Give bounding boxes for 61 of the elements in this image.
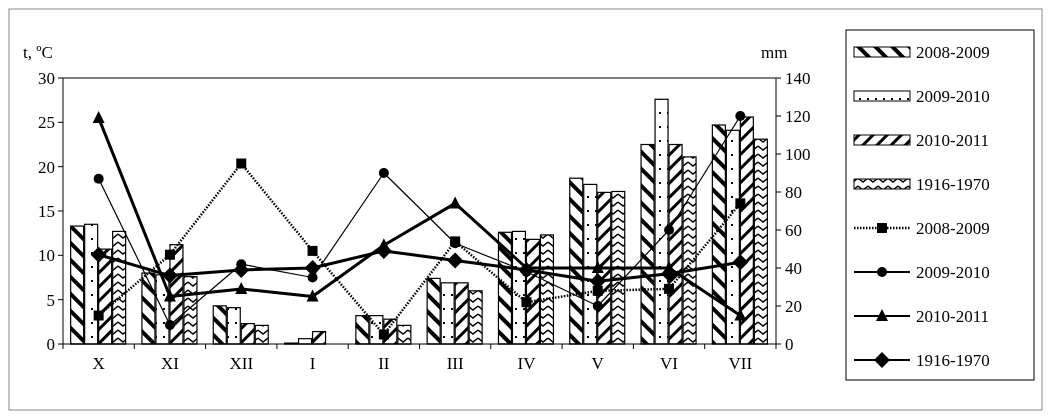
y2-tick-label: 0: [785, 334, 794, 354]
y2-tick-label: 60: [785, 220, 802, 240]
x-tick-label: X: [92, 354, 105, 373]
point: [161, 267, 178, 284]
legend-label: 2008-2009: [916, 218, 990, 238]
point: [306, 289, 319, 302]
point: [664, 283, 675, 294]
point: [304, 260, 321, 276]
y2-tick-label: 100: [785, 144, 811, 164]
point: [93, 310, 104, 321]
point: [518, 261, 535, 278]
point: [735, 198, 746, 209]
point: [92, 110, 105, 123]
x-tick-label: I: [309, 354, 316, 373]
x-tick-label: II: [378, 354, 390, 373]
y-tick-label: 25: [38, 113, 55, 133]
point: [521, 297, 532, 308]
point: [591, 261, 604, 273]
x-tick-label: VI: [660, 354, 679, 373]
legend-label: 2009-2010: [916, 262, 990, 282]
point: [236, 158, 247, 169]
point: [307, 245, 318, 256]
y2-tick-label: 140: [785, 68, 811, 88]
point: [164, 249, 175, 260]
y-tick-label: 15: [38, 201, 55, 221]
point: [735, 111, 746, 121]
point: [447, 252, 464, 269]
y2-axis-title: mm: [761, 43, 788, 62]
x-tick-label: IV: [517, 354, 537, 373]
point: [90, 246, 107, 263]
y2-tick-label: 120: [785, 106, 811, 126]
point: [164, 320, 175, 330]
y-tick-label: 5: [46, 290, 55, 310]
legend-label: 2008-2009: [916, 42, 990, 62]
point: [664, 225, 675, 235]
x-tick-label: VII: [728, 354, 753, 373]
point: [163, 289, 176, 302]
x-tick-label: XII: [229, 354, 254, 373]
legend-label: 2009-2010: [916, 86, 990, 106]
x-tick-label: III: [446, 354, 464, 373]
point: [235, 281, 248, 294]
y-axis-title: t, ºC: [23, 43, 53, 62]
y-tick-label: 20: [38, 157, 55, 177]
point: [592, 301, 603, 311]
y2-tick-label: 40: [785, 258, 802, 278]
y-tick-label: 30: [38, 68, 55, 88]
y-tick-label: 0: [46, 334, 55, 354]
y2-tick-label: 80: [785, 182, 802, 202]
x-tick-label: XI: [160, 354, 180, 373]
point: [449, 196, 462, 209]
legend-label: 2010-2011: [916, 130, 990, 150]
x-tick-label: V: [591, 354, 605, 373]
legend-label: 1916-1970: [916, 174, 990, 194]
y-tick-label: 10: [38, 246, 55, 266]
point: [378, 329, 389, 340]
y2-tick-label: 20: [785, 296, 802, 316]
point: [93, 173, 104, 184]
point: [378, 168, 389, 178]
legend-label: 2010-2011: [916, 306, 990, 326]
point: [732, 254, 749, 271]
legend-label: 1916-1970: [916, 350, 990, 370]
